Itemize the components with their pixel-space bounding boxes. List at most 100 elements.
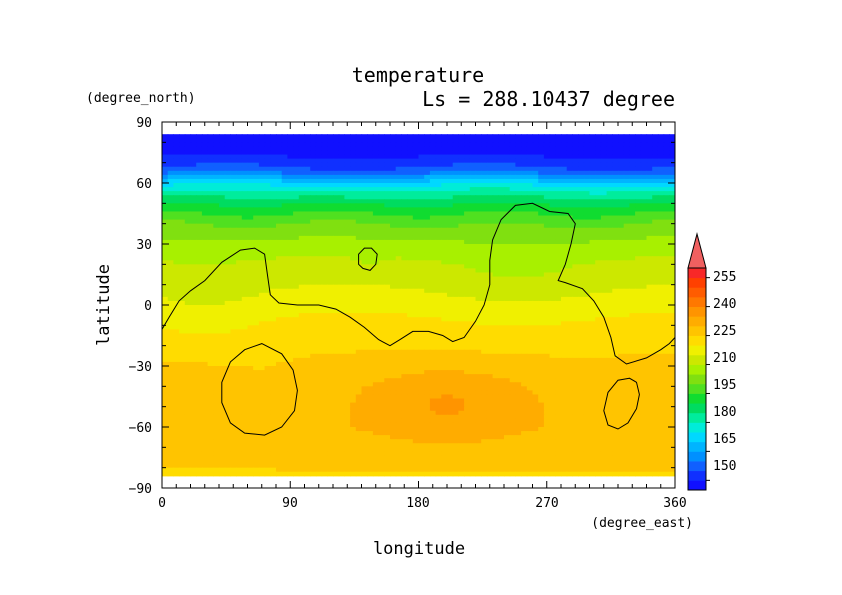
field-cell [555, 260, 562, 265]
field-cell [532, 178, 539, 184]
field-cell [327, 223, 334, 229]
field-cell [315, 349, 323, 355]
field-cell [173, 195, 180, 200]
field-cell [657, 252, 665, 257]
field-cell [230, 146, 237, 152]
field-cell [276, 207, 283, 213]
field-cell [287, 333, 294, 339]
field-cell [561, 353, 568, 359]
field-cell [635, 215, 642, 221]
field-cell [595, 296, 602, 302]
field-cell [458, 203, 465, 208]
field-cell [196, 292, 203, 298]
field-cell [173, 223, 180, 229]
field-cell [230, 183, 237, 188]
field-cell [583, 170, 591, 176]
field-cell [310, 333, 317, 339]
field-cell [481, 280, 488, 286]
field-cell [207, 191, 214, 196]
field-cell [561, 341, 568, 347]
field-cell [298, 239, 306, 245]
field-cell [344, 357, 351, 363]
field-cell [629, 235, 636, 241]
field-cell [504, 272, 511, 278]
field-cell [629, 162, 636, 168]
field-cell [378, 300, 385, 306]
field-cell [424, 244, 431, 249]
field-cell [236, 231, 243, 237]
field-cell [293, 268, 300, 274]
field-cell [583, 150, 591, 156]
field-cell [401, 195, 408, 200]
field-cell [338, 264, 345, 269]
field-cell [612, 305, 619, 310]
field-cell [241, 223, 249, 229]
field-cell [583, 264, 591, 269]
field-cell [526, 272, 534, 278]
field-cell [207, 292, 214, 298]
field-cell [652, 341, 659, 347]
field-cell [629, 219, 636, 225]
field-cell [458, 252, 465, 257]
field-cell [224, 154, 231, 160]
field-cell [595, 223, 602, 229]
field-cell [572, 305, 579, 310]
field-cell [475, 333, 482, 339]
field-cell [458, 321, 465, 326]
field-cell [338, 219, 345, 225]
field-cell [333, 256, 340, 261]
field-cell [521, 268, 528, 274]
field-cell [549, 239, 556, 245]
field-cell [315, 134, 323, 139]
field-cell [247, 158, 254, 164]
field-cell [219, 203, 226, 208]
field-cell [264, 207, 271, 213]
field-cell [481, 219, 488, 225]
field-cell [538, 260, 545, 265]
field-cell [167, 178, 174, 184]
field-cell [344, 353, 351, 359]
field-cell [281, 211, 288, 217]
field-cell [247, 199, 254, 204]
field-cell [452, 223, 459, 229]
field-cell [418, 333, 425, 339]
field-cell [464, 235, 471, 241]
field-cell [600, 309, 608, 314]
field-cell [475, 187, 482, 192]
field-cell [224, 333, 231, 339]
field-cell [464, 252, 471, 257]
field-cell [167, 203, 174, 208]
field-cell [304, 353, 311, 359]
field-cell [566, 353, 573, 359]
field-cell [589, 215, 596, 221]
field-cell [504, 235, 511, 241]
field-cell [384, 187, 391, 192]
field-cell [464, 199, 471, 204]
field-cell [350, 268, 357, 274]
field-cell [566, 183, 573, 188]
field-cell [207, 248, 214, 253]
field-cell [578, 325, 585, 330]
field-cell [521, 138, 528, 143]
field-cell [184, 223, 192, 229]
field-cell [504, 284, 511, 290]
field-cell [162, 219, 169, 225]
field-cell [230, 284, 237, 290]
field-cell [367, 292, 374, 298]
field-cell [196, 203, 203, 208]
field-cell [196, 296, 203, 302]
field-cell [578, 349, 585, 355]
field-cell [447, 138, 454, 143]
field-cell [361, 231, 368, 237]
field-cell [213, 349, 220, 355]
field-cell [635, 227, 642, 233]
field-cell [435, 313, 442, 318]
field-cell [618, 223, 625, 229]
field-cell [162, 252, 169, 257]
field-cell [338, 296, 345, 302]
field-cell [492, 231, 499, 237]
field-cell [355, 146, 363, 152]
field-cell [327, 174, 334, 180]
field-cell [435, 248, 442, 253]
field-cell [298, 187, 306, 192]
